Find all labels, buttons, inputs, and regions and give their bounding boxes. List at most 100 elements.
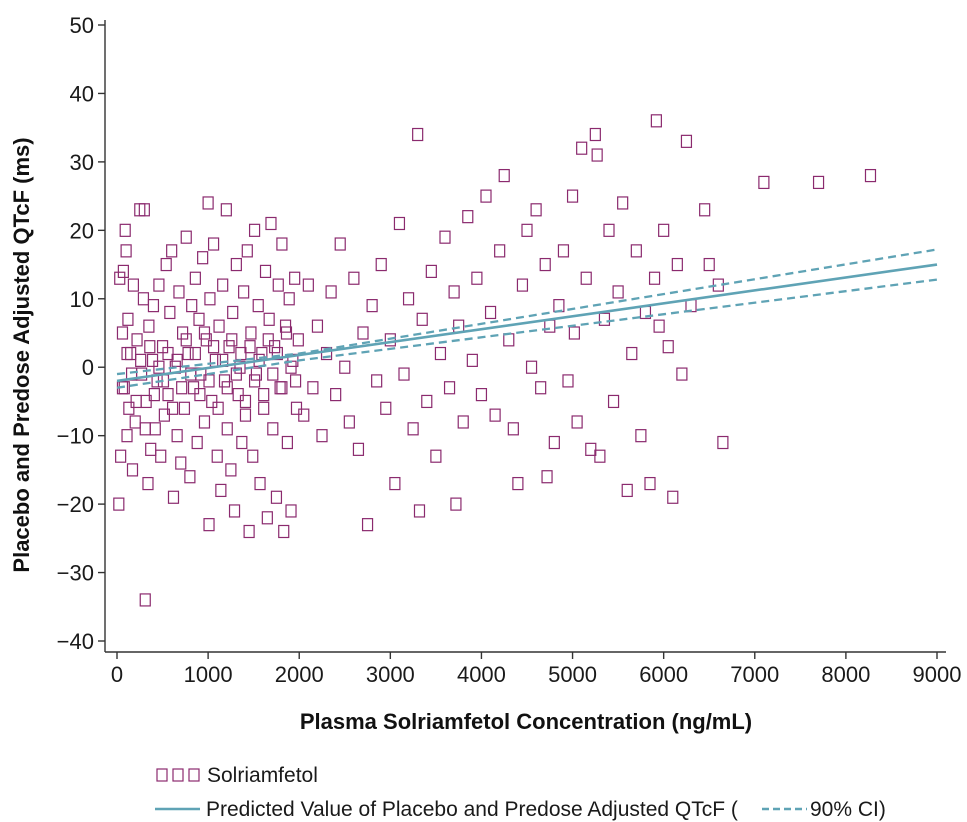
y-tick-label: 20 bbox=[70, 218, 94, 243]
data-point bbox=[621, 483, 633, 498]
data-point bbox=[166, 401, 179, 415]
data-point bbox=[147, 299, 160, 313]
data-point bbox=[258, 388, 270, 402]
data-point bbox=[270, 490, 283, 504]
x-tick-label: 2000 bbox=[275, 662, 324, 687]
data-point bbox=[603, 223, 615, 237]
data-point bbox=[217, 278, 229, 292]
data-point bbox=[292, 333, 304, 347]
data-point bbox=[361, 518, 374, 532]
data-point bbox=[343, 415, 355, 429]
data-point bbox=[228, 504, 241, 518]
data-point bbox=[221, 381, 233, 395]
ci-upper-line bbox=[116, 248, 938, 376]
data-point bbox=[129, 415, 141, 429]
data-point bbox=[539, 257, 551, 272]
data-point bbox=[290, 401, 303, 415]
data-point bbox=[236, 435, 248, 450]
data-point bbox=[191, 435, 203, 450]
data-point bbox=[182, 346, 194, 361]
x-tick-label: 3000 bbox=[366, 662, 415, 687]
data-point bbox=[148, 388, 160, 402]
data-point bbox=[812, 175, 825, 190]
data-point bbox=[139, 422, 151, 436]
data-point bbox=[160, 257, 172, 272]
data-point bbox=[125, 346, 137, 361]
predicted-line bbox=[116, 263, 938, 383]
data-point bbox=[197, 251, 209, 265]
data-point bbox=[512, 476, 524, 491]
data-point bbox=[153, 360, 165, 374]
data-point bbox=[348, 271, 360, 285]
data-point bbox=[145, 442, 157, 456]
data-point bbox=[448, 285, 460, 299]
data-point bbox=[617, 196, 629, 210]
data-point bbox=[439, 230, 451, 244]
x-tick-label: 8000 bbox=[821, 662, 870, 687]
data-point bbox=[185, 367, 197, 381]
data-point bbox=[278, 524, 290, 539]
data-point bbox=[562, 374, 574, 388]
data-point bbox=[114, 271, 126, 285]
data-point bbox=[220, 203, 232, 217]
data-point bbox=[585, 442, 597, 456]
data-point bbox=[139, 593, 151, 607]
data-point bbox=[164, 305, 176, 320]
ci-lower-line bbox=[116, 278, 938, 389]
data-point bbox=[218, 374, 231, 388]
data-point bbox=[480, 189, 492, 203]
data-point bbox=[302, 278, 314, 292]
data-point bbox=[612, 285, 624, 299]
data-point bbox=[123, 401, 135, 415]
data-point bbox=[198, 326, 211, 340]
data-point bbox=[311, 319, 324, 333]
data-point bbox=[171, 353, 183, 367]
data-point bbox=[598, 312, 611, 326]
data-point bbox=[267, 367, 279, 381]
data-point bbox=[667, 490, 679, 504]
data-point bbox=[239, 394, 252, 409]
data-point bbox=[384, 333, 396, 347]
data-point bbox=[178, 401, 191, 415]
data-point bbox=[207, 237, 220, 251]
data-point bbox=[466, 353, 478, 367]
y-tick-label: 50 bbox=[70, 13, 94, 38]
data-point bbox=[498, 168, 510, 183]
data-point bbox=[187, 381, 200, 395]
data-point bbox=[507, 422, 519, 436]
data-point bbox=[443, 381, 456, 395]
data-point bbox=[119, 223, 131, 237]
y-tick-label: 10 bbox=[70, 287, 94, 312]
data-point bbox=[535, 381, 547, 395]
data-point bbox=[211, 449, 223, 463]
data-point bbox=[430, 449, 442, 463]
data-point bbox=[334, 237, 346, 251]
data-point bbox=[227, 305, 239, 320]
data-point bbox=[357, 326, 369, 340]
x-axis-title: Plasma Solriamfetol Concentration (ng/mL… bbox=[300, 709, 752, 734]
data-point bbox=[120, 244, 132, 258]
data-point bbox=[557, 244, 570, 258]
data-point bbox=[262, 333, 274, 347]
data-point bbox=[279, 319, 292, 333]
data-point bbox=[453, 319, 465, 333]
data-point bbox=[143, 319, 155, 333]
data-point bbox=[166, 244, 178, 258]
data-point bbox=[215, 483, 227, 498]
data-point bbox=[516, 278, 529, 292]
data-point bbox=[261, 511, 273, 525]
x-tick-label: 4000 bbox=[457, 662, 506, 687]
data-point bbox=[653, 319, 665, 333]
x-tick-label: 7000 bbox=[730, 662, 779, 687]
data-point bbox=[121, 429, 133, 443]
data-point bbox=[434, 346, 447, 361]
data-point bbox=[676, 367, 688, 381]
data-point bbox=[316, 429, 328, 443]
data-point bbox=[280, 326, 293, 340]
data-point bbox=[389, 476, 401, 491]
data-point bbox=[521, 223, 533, 237]
data-point bbox=[175, 456, 187, 470]
data-point bbox=[450, 497, 462, 511]
data-point bbox=[371, 374, 383, 388]
y-tick-label: 0 bbox=[82, 355, 94, 380]
